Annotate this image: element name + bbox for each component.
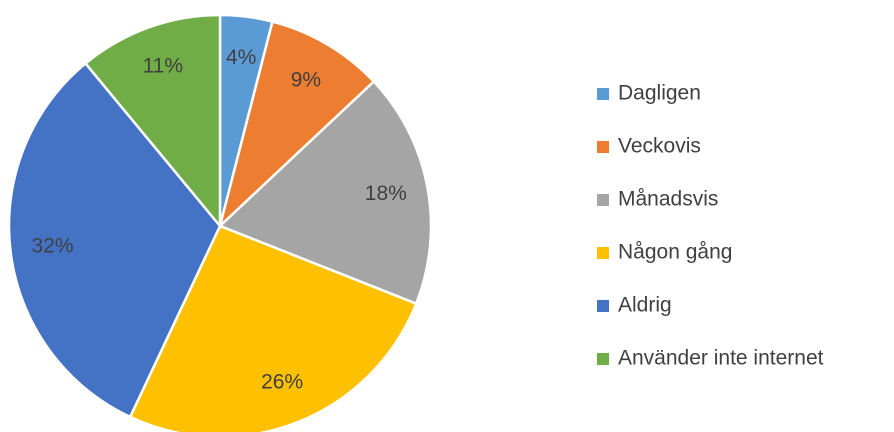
legend-swatch	[597, 247, 609, 259]
legend-label: Dagligen	[618, 82, 701, 105]
legend-swatch	[597, 353, 609, 365]
legend-swatch	[597, 141, 609, 153]
legend-swatch	[597, 194, 609, 206]
legend-swatch	[597, 88, 609, 100]
data-label: 26%	[261, 370, 303, 393]
pie-slice	[7, 61, 222, 419]
pie-slice	[217, 79, 433, 306]
legend-label: Använder inte internet	[618, 347, 824, 370]
pie-slice	[217, 20, 376, 230]
data-label: 9%	[291, 68, 321, 91]
data-label: 4%	[226, 46, 256, 69]
pie-slice	[128, 224, 418, 432]
legend-swatch	[597, 300, 609, 312]
legend-label: Aldrig	[618, 294, 672, 317]
pie-slice	[83, 13, 222, 230]
legend-label: Någon gång	[618, 241, 732, 264]
data-label: 32%	[32, 235, 74, 258]
legend-label: Månadsvis	[618, 188, 718, 211]
legend-label: Veckovis	[618, 135, 701, 158]
data-label: 18%	[365, 182, 407, 205]
data-label: 11%	[143, 55, 183, 78]
